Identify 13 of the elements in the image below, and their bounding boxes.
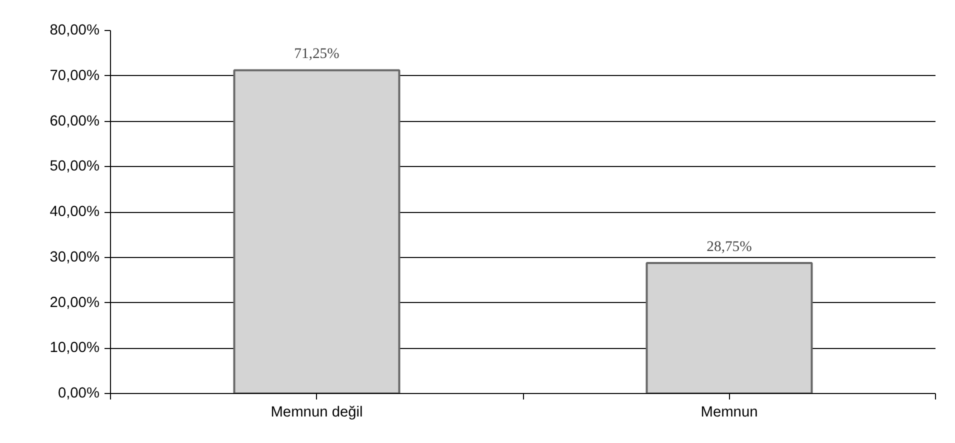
y-tick-label: 60,00%: [50, 113, 100, 130]
data-label: 71,25%: [294, 46, 340, 62]
x-tick-label: Memnun değil: [270, 404, 363, 420]
y-tick-label: 30,00%: [50, 249, 100, 266]
y-tick-label: 50,00%: [50, 158, 100, 175]
data-label: 28,75%: [706, 239, 752, 256]
x-tick-label: Memnun: [700, 404, 758, 420]
y-tick-label: 0,00%: [58, 386, 100, 402]
y-tick-label: 40,00%: [50, 204, 100, 220]
y-tick-label: 20,00%: [50, 294, 100, 311]
y-tick-label: 80,00%: [50, 22, 100, 38]
y-tick-label: 70,00%: [50, 68, 100, 84]
y-tick-label: 10,00%: [50, 340, 100, 356]
